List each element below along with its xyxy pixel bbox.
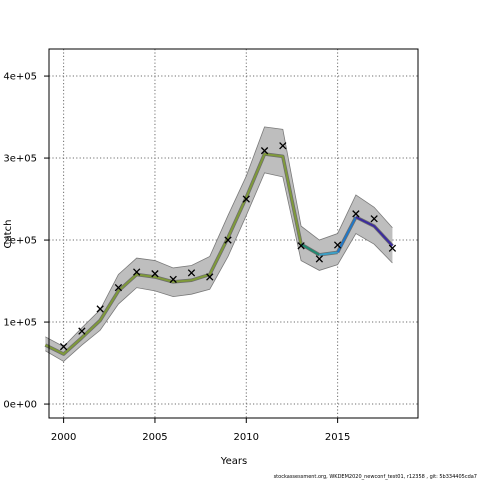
observed-point (78, 327, 86, 335)
confidence-band (45, 126, 393, 362)
x-tick-label: 2000 (51, 432, 76, 443)
fit-line-segment (319, 251, 338, 256)
x-tick-label: 2010 (234, 432, 259, 443)
fit-line-segment (355, 216, 394, 247)
observed-point (242, 195, 250, 203)
y-tick-label: 0e+00 (3, 400, 37, 411)
observed-point (388, 244, 397, 252)
observed-point (260, 147, 269, 155)
fit-line-layer (44, 152, 394, 356)
observed-point (59, 343, 68, 351)
observed-point (279, 142, 287, 150)
observed-point (151, 270, 159, 278)
observed-point (224, 236, 232, 244)
observed-point (370, 215, 378, 223)
plot-frame (48, 48, 419, 419)
observed-point (169, 275, 177, 284)
observed-point (315, 255, 324, 263)
observed-point (133, 268, 141, 276)
observed-point (333, 241, 342, 249)
confidence-band-upper-edge (45, 126, 393, 348)
x-tick-label: 2015 (325, 432, 350, 443)
x-tick-label: 2005 (142, 432, 167, 443)
observed-point (297, 242, 305, 250)
y-tick-label: 2e+05 (3, 236, 37, 247)
fit-line-shadow (44, 152, 303, 356)
observed-point (114, 283, 123, 292)
fit-line-segment (300, 243, 320, 256)
footer-note: stockassessment.org, WKDEM2020_newconf_t… (274, 474, 477, 480)
confidence-band-lower-edge (45, 172, 393, 362)
observed-point (352, 210, 360, 218)
observed-point (206, 273, 214, 281)
observed-marker-layer (59, 142, 397, 351)
fit-line-segment (44, 152, 303, 356)
fit-line-segment (336, 216, 357, 253)
x-axis-title: Years (220, 456, 247, 467)
y-axis: 0e+00 1e+05 2e+05 3e+05 4e+05 (3, 72, 49, 411)
y-tick-label: 3e+05 (3, 154, 37, 165)
observed-point (96, 305, 104, 313)
x-axis: 2000 2005 2010 2015 (51, 418, 350, 443)
y-axis-title: Catch (3, 220, 14, 249)
confidence-band-layer (45, 126, 393, 362)
observed-point (187, 269, 196, 277)
y-tick-label: 4e+05 (3, 72, 37, 83)
y-tick-label: 1e+05 (3, 318, 37, 329)
